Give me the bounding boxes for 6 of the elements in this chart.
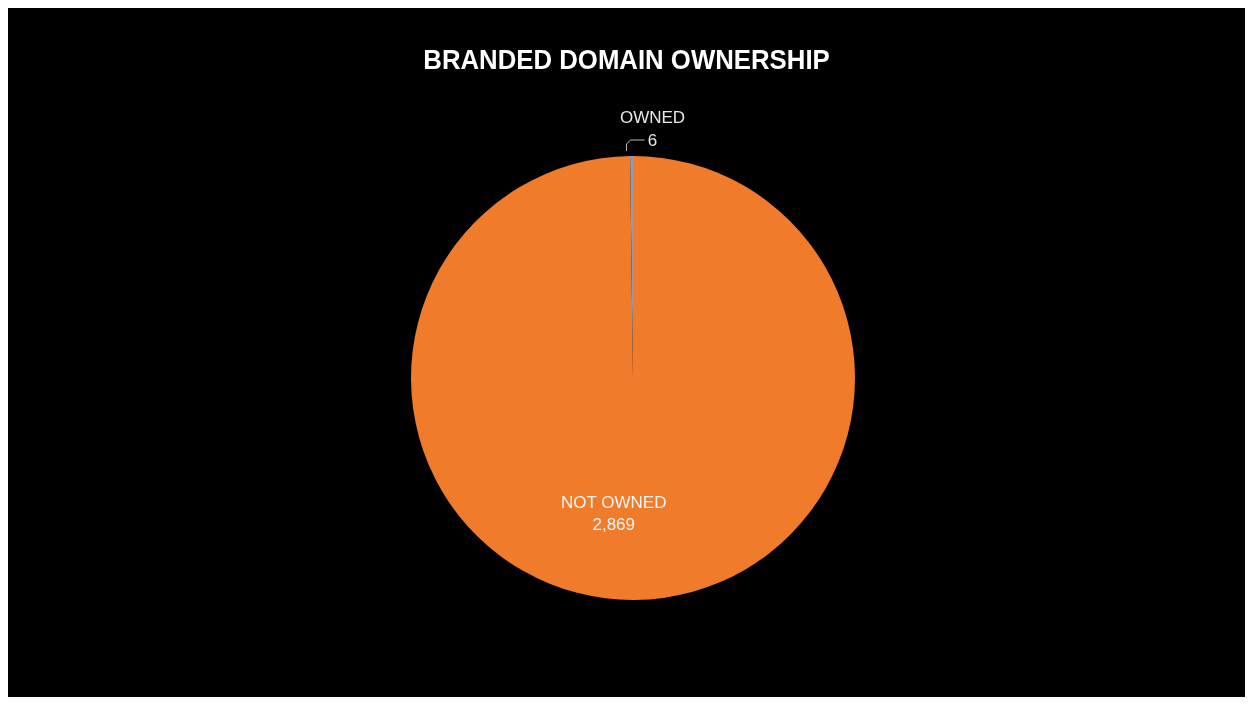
slice-label: NOT OWNED (560, 493, 667, 512)
chart-title: BRANDED DOMAIN OWNERSHIP (422, 44, 831, 76)
data-label: 6 (647, 131, 658, 150)
slice-label: OWNED (619, 108, 686, 127)
data-label: 2,869 (592, 515, 635, 534)
pie-slice (411, 156, 855, 600)
